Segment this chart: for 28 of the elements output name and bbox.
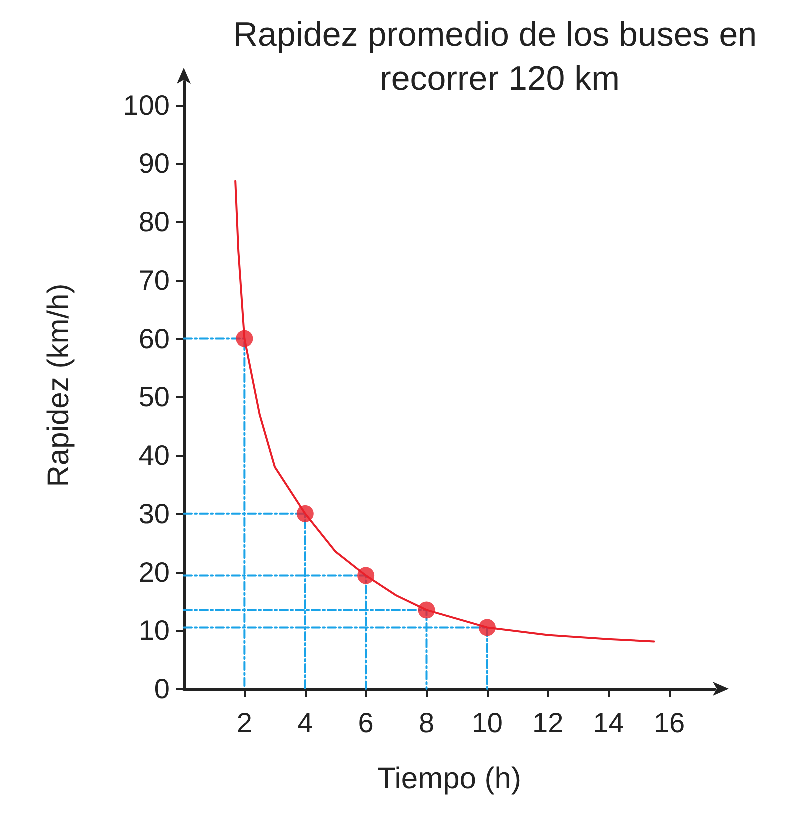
y-tick-label: 50 bbox=[138, 382, 170, 413]
y-tick-label: 60 bbox=[138, 323, 170, 354]
y-tick-label: 80 bbox=[138, 206, 170, 238]
x-tick-label: 16 bbox=[654, 708, 686, 738]
x-tick-label: 12 bbox=[532, 708, 564, 738]
y-tick-label: 70 bbox=[138, 264, 170, 296]
x-tick-label: 4 bbox=[298, 708, 314, 738]
y-tick-label: 20 bbox=[138, 556, 170, 588]
y-tick-label: 40 bbox=[138, 440, 170, 472]
point bbox=[358, 567, 375, 584]
y-axis-title: Rapidez (km/h) bbox=[42, 284, 76, 488]
x-tick-label: 10 bbox=[472, 708, 504, 738]
x-tick-label: 8 bbox=[418, 708, 435, 738]
point bbox=[296, 505, 314, 522]
y-tick-label: 30 bbox=[138, 498, 170, 530]
x-tick-label: 6 bbox=[358, 708, 374, 738]
y-tick-label: 100 bbox=[123, 90, 170, 121]
y-tick-label: 10 bbox=[138, 615, 170, 646]
x-tick-label: 14 bbox=[593, 708, 624, 738]
point bbox=[478, 619, 496, 636]
x-tick-label: 2 bbox=[236, 708, 252, 738]
point bbox=[236, 330, 254, 348]
chart-title: Rapidez promedio de los buses en recorrer 120 km bbox=[234, 16, 766, 98]
line-series bbox=[234, 180, 656, 643]
y-tick-label: 0 bbox=[154, 674, 170, 704]
x-axis-title: Tiempo (h) bbox=[378, 762, 522, 796]
point bbox=[418, 602, 436, 619]
y-tick-label: 90 bbox=[138, 148, 170, 180]
